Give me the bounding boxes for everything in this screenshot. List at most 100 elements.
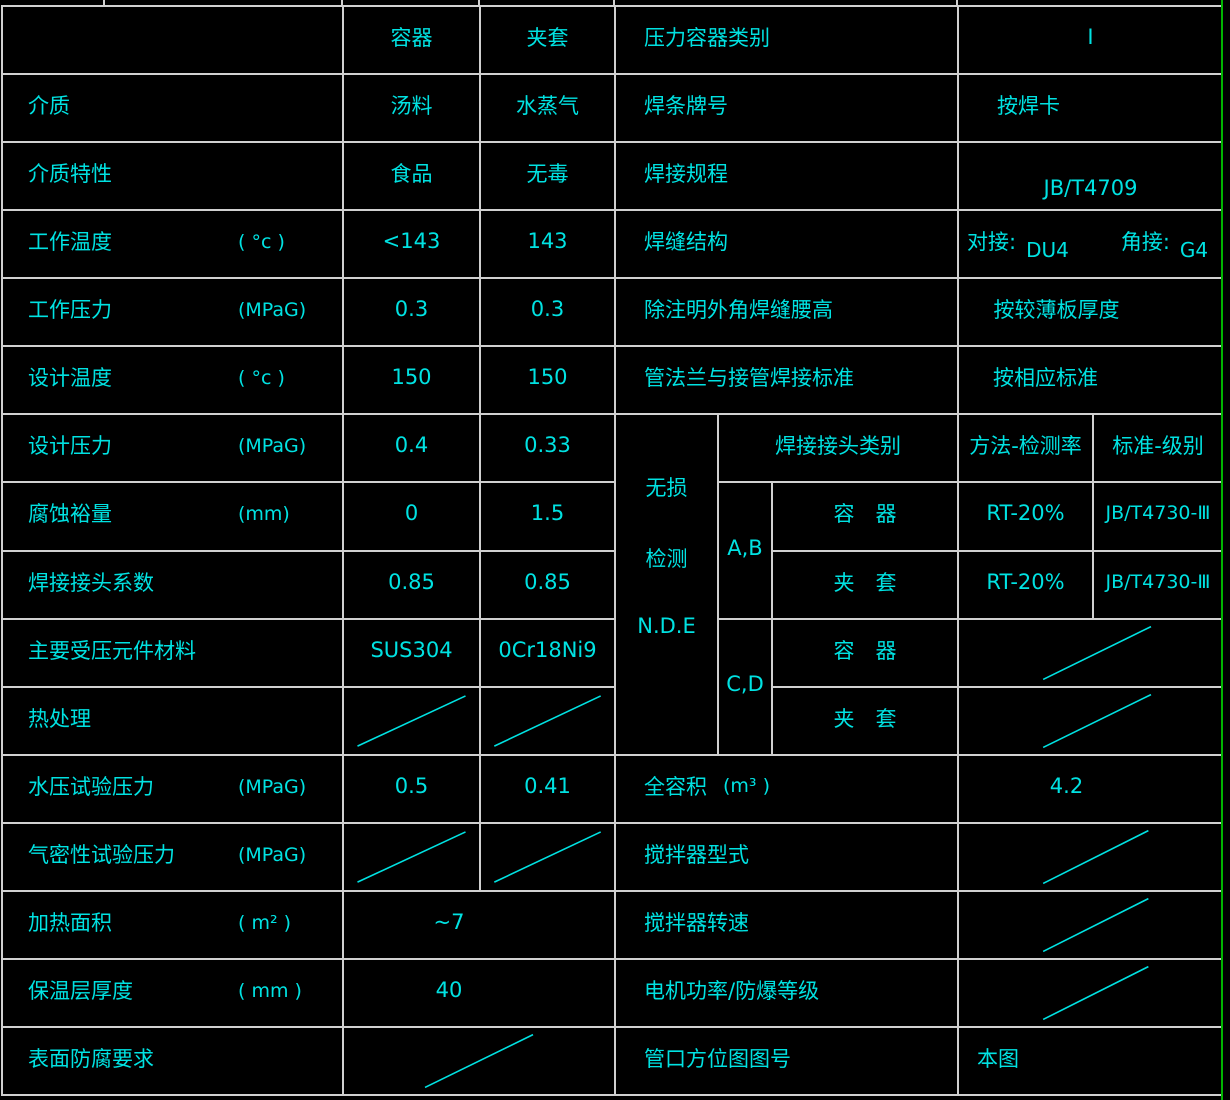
value-material-vessel: SUS304 <box>344 619 479 686</box>
na-slash <box>344 1028 614 1094</box>
row-label: 加热面积 <box>28 910 112 935</box>
butt-joint-label: 对接: <box>967 230 1017 255</box>
na-slash <box>344 688 479 754</box>
value-weld-seam-structure: 对接: DU4 角接: G4 <box>959 211 1222 278</box>
value-joint-efficiency-jacket: 0.85 <box>481 551 614 618</box>
row-unit: ( °c ) <box>238 367 285 390</box>
value-insulation-thickness: 40 <box>344 959 614 1026</box>
label-pipe-flange-weld-standard: 管法兰与接管焊接标准 <box>616 347 957 414</box>
value-nozzle-orientation-drawing-no: 本图 <box>959 1027 1222 1094</box>
label-main-pressure-part-material: 主要受压元件材料 <box>3 619 342 686</box>
value-heat-treatment-jacket <box>481 687 614 754</box>
nde-ab-vessel-part: 容 器 <box>773 483 957 550</box>
label-working-temp: 工作温度 ( °c ) <box>3 211 342 278</box>
row-label: 水压试验压力 <box>28 774 154 799</box>
nde-ab-vessel-method: RT-20% <box>959 483 1092 550</box>
nde-title-line: 检测 <box>645 546 688 571</box>
label-motor-power-explosion-rating: 电机功率/防爆等级 <box>616 959 957 1026</box>
value-welding-code: JB/T4709 <box>959 143 1222 210</box>
top-edge-tick <box>613 0 615 6</box>
butt-joint-value: DU4 <box>1026 238 1069 263</box>
value-working-pressure-jacket: 0.3 <box>481 279 614 346</box>
nde-cd-vessel-value <box>959 619 1222 686</box>
label-vessel-class: 压力容器类别 <box>616 7 957 74</box>
label-design-temp: 设计温度 ( °c ) <box>3 347 342 414</box>
value-medium-property-vessel: 食品 <box>344 143 479 210</box>
value-total-volume: 4.2 <box>959 755 1222 822</box>
fillet-joint-label: 角接: <box>1120 230 1170 255</box>
top-edge-tick <box>103 0 105 6</box>
nde-title-cell: 无损 检测 N.D.E <box>616 415 717 754</box>
label-medium: 介质 <box>3 75 342 142</box>
nde-title-line: 无损 <box>645 475 688 500</box>
row-label: 介质特性 <box>28 162 112 187</box>
label-nozzle-orientation-drawing-no: 管口方位图图号 <box>616 1027 957 1094</box>
na-slash <box>959 620 1222 686</box>
nde-standard-level-header: 标准-级别 <box>1094 415 1222 482</box>
label-agitator-type: 搅拌器型式 <box>616 823 957 890</box>
nde-cd-vessel-part: 容 器 <box>773 619 957 686</box>
na-slash <box>344 824 479 890</box>
value-agitator-type <box>959 823 1222 890</box>
value-fillet-weld-height: 按较薄板厚度 <box>959 279 1222 346</box>
nde-cd-jacket-value <box>959 687 1222 754</box>
row-label: 工作温度 <box>28 230 112 255</box>
value-airtight-test-jacket <box>481 823 614 890</box>
top-edge-tick <box>956 0 958 6</box>
label-corrosion-allowance: 腐蚀裕量 (mm) <box>3 483 342 550</box>
na-slash <box>959 892 1222 958</box>
value-medium-jacket: 水蒸气 <box>481 75 614 142</box>
header-empty-cell <box>3 7 342 74</box>
drawing-frame-line <box>1221 0 1223 1100</box>
label-weld-seam-structure: 焊缝结构 <box>616 211 957 278</box>
nde-ab-jacket-method: RT-20% <box>959 551 1092 618</box>
column-header-vessel: 容器 <box>344 7 479 74</box>
value-material-jacket: 0Cr18Ni9 <box>481 619 614 686</box>
value-hydro-test-vessel: 0.5 <box>344 755 479 822</box>
value-working-temp-jacket: 143 <box>481 211 614 278</box>
value-surface-anticorrosion <box>344 1027 614 1094</box>
value-vessel-class: I <box>959 7 1222 74</box>
value-corrosion-allowance-jacket: 1.5 <box>481 483 614 550</box>
label-insulation-thickness: 保温层厚度 ( mm ) <box>3 959 342 1026</box>
row-label: 保温层厚度 <box>28 978 133 1003</box>
row-unit: ( mm ) <box>238 980 302 1003</box>
row-label: 气密性试验压力 <box>28 842 175 867</box>
row-label: 设计温度 <box>28 366 112 391</box>
nde-group-ab: A,B <box>719 483 771 618</box>
value-design-pressure-jacket: 0.33 <box>481 415 614 482</box>
label-heating-area: 加热面积 ( m² ) <box>3 891 342 958</box>
value-design-temp-vessel: 150 <box>344 347 479 414</box>
label-total-volume: 全容积 (m³ ) <box>616 755 957 822</box>
na-slash <box>959 688 1222 754</box>
row-unit: (mm) <box>238 503 290 526</box>
label-electrode-brand: 焊条牌号 <box>616 75 957 142</box>
value-electrode-brand: 按焊卡 <box>959 75 1222 142</box>
row-label: 焊接接头系数 <box>28 570 154 595</box>
value-heating-area: ~7 <box>344 891 614 958</box>
nde-cd-jacket-part: 夹 套 <box>773 687 957 754</box>
fillet-joint-value: G4 <box>1179 238 1209 263</box>
label-fillet-weld-height: 除注明外角焊缝腰高 <box>616 279 957 346</box>
row-unit: (MPaG) <box>238 775 307 798</box>
na-slash <box>959 824 1222 890</box>
label-medium-property: 介质特性 <box>3 143 342 210</box>
row-label: 表面防腐要求 <box>28 1046 154 1071</box>
top-edge-tick <box>478 0 480 6</box>
row-label: 工作压力 <box>28 298 112 323</box>
value-heat-treatment-vessel <box>344 687 479 754</box>
na-slash <box>959 960 1222 1026</box>
label-joint-efficiency: 焊接接头系数 <box>3 551 342 618</box>
row-label: 设计压力 <box>28 434 112 459</box>
nde-joint-category-header: 焊接接头类别 <box>719 415 957 482</box>
value-pipe-flange-weld-standard: 按相应标准 <box>959 347 1222 414</box>
label-heat-treatment: 热处理 <box>3 687 342 754</box>
row-unit: (m³ ) <box>723 774 770 797</box>
row-unit: (MPaG) <box>238 844 307 867</box>
nde-ab-jacket-part: 夹 套 <box>773 551 957 618</box>
label-design-pressure: 设计压力 (MPaG) <box>3 415 342 482</box>
label-surface-anticorrosion: 表面防腐要求 <box>3 1027 342 1094</box>
value-corrosion-allowance-vessel: 0 <box>344 483 479 550</box>
row-label: 全容积 <box>644 774 707 799</box>
